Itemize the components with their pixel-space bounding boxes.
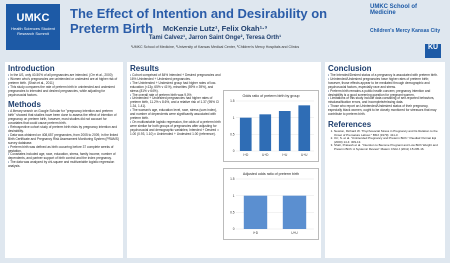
bar bbox=[282, 195, 307, 229]
x-tick-label: U+D bbox=[262, 153, 269, 157]
list-item: Shah, Prakesh et al. "Intention to Becom… bbox=[334, 143, 442, 151]
bullet-list: In the US, only 40-50% of all pregnancie… bbox=[8, 73, 120, 98]
list-item: The Intended/Desired status of a pregnan… bbox=[328, 73, 442, 78]
list-item: Data was obtained on 408,657 pregnancies… bbox=[8, 133, 120, 146]
logo-subtitle: Health Sciences Student Research Summit bbox=[11, 26, 55, 36]
list-item: Unintended/Undesired pregnancies have hi… bbox=[328, 77, 442, 90]
authors: McKenzie Lutz¹, Felix Okah¹·³ bbox=[162, 24, 268, 33]
charts: Odds ratio of preterm birth by group 0 0.5… bbox=[223, 90, 319, 246]
list-item: Limitations of this study include data c… bbox=[328, 97, 442, 105]
left-column: Introduction In the US, only 40-50% of a… bbox=[5, 62, 123, 258]
affiliations: ¹UMKC School of Medicine, ²University of… bbox=[130, 45, 300, 49]
logo-right: KU bbox=[425, 44, 441, 58]
logo-right: UMKC School of Medicine bbox=[370, 4, 417, 16]
bar bbox=[239, 117, 252, 151]
y-tick-label: 1.5 bbox=[230, 99, 235, 103]
list-item: Those who report an Unintended/Undesired… bbox=[328, 104, 442, 117]
logo-title: UMKC bbox=[16, 12, 50, 24]
list-item: The data was analyzed by chi-square and … bbox=[8, 160, 120, 169]
x-tick-label: I+D bbox=[253, 231, 259, 235]
list-item: On multivariable logistic regression, th… bbox=[130, 120, 222, 137]
x-tick-label: U+U bbox=[301, 153, 308, 157]
list-item: Retrospective cohort study of preterm bi… bbox=[8, 125, 120, 134]
y-tick-label: 1 bbox=[233, 194, 235, 198]
list-item: Unintended + Undesired pregnancies had h… bbox=[130, 97, 222, 109]
x-tick-label: U+U bbox=[291, 231, 298, 235]
bar bbox=[243, 195, 268, 229]
y-tick-label: 0 bbox=[233, 227, 235, 231]
list-item: Preterm birth remains a public health co… bbox=[328, 89, 442, 98]
middle-column: Results Cohort comprised of 84% Intended… bbox=[127, 62, 321, 258]
bar bbox=[278, 111, 291, 151]
x-tick-label: I+D bbox=[243, 153, 249, 157]
section-heading: Methods bbox=[8, 100, 41, 110]
x-tick-label: I+U bbox=[282, 153, 288, 157]
bullet-list: A literary search on Google Scholar for … bbox=[8, 110, 120, 169]
title: The Effect of Intention and Desirability… bbox=[70, 6, 328, 36]
y-tick-label: 0.5 bbox=[230, 133, 235, 137]
list-item: This study compares the rate of preterm … bbox=[8, 85, 120, 98]
list-item: In the US, only 40-50% of all pregnancie… bbox=[8, 73, 120, 78]
list-item: Preterm birth was defined as birth occur… bbox=[8, 145, 120, 154]
y-tick-label: 1.5 bbox=[230, 177, 235, 181]
list-item: Newton, Richard W. "Psychosocial Stress … bbox=[334, 129, 442, 137]
list-item: The woman's age, education level, race, … bbox=[130, 108, 222, 121]
bar bbox=[298, 105, 311, 151]
bullet-list: The Intended/Desired status of a pregnan… bbox=[328, 73, 442, 117]
bar bbox=[259, 114, 272, 151]
logo-right: Children's Mercy Kansas City bbox=[370, 28, 441, 34]
reference-list: Newton, Richard W. "Psychosocial Stress … bbox=[328, 129, 442, 152]
y-tick-label: 0 bbox=[233, 149, 235, 153]
section-heading: Conclusion bbox=[328, 64, 372, 73]
y-tick-label: 1 bbox=[233, 116, 235, 120]
list-item: A literary search on Google Scholar for … bbox=[8, 110, 120, 126]
section-heading: Introduction bbox=[8, 64, 55, 73]
section-heading: Results bbox=[130, 64, 159, 73]
list-item: Covariates included age, race, education… bbox=[8, 153, 120, 161]
list-item: Women who's pregnancies are unintended o… bbox=[8, 77, 120, 86]
bullet-list: Cohort comprised of 84% Intended + Desir… bbox=[130, 73, 222, 137]
section-heading: References bbox=[328, 119, 372, 129]
y-tick-label: 0.5 bbox=[230, 211, 235, 215]
list-item: The overall rate of preterm birth was 9.… bbox=[130, 93, 222, 98]
list-item: Cohort comprised of 84% Intended + Desir… bbox=[130, 73, 222, 82]
logo-left: UMKC Health Sciences Student Research Su… bbox=[6, 4, 60, 50]
chart: Odds ratio of preterm birth by group 0 0.5… bbox=[223, 90, 319, 162]
list-item: Orr, S. et al. "Unintended Pregnancy and… bbox=[334, 136, 442, 144]
authors: Tami Calvez¹, Jarron Saint Onge², Teresa… bbox=[148, 35, 282, 41]
chart-title: Adjusted odds ratio of preterm birth bbox=[243, 172, 299, 176]
right-column: Conclusion The Intended/Desired status o… bbox=[325, 62, 445, 258]
chart: Adjusted odds ratio of preterm birth 0 0.5… bbox=[223, 168, 319, 240]
chart-title: Odds ratio of preterm birth by group bbox=[243, 94, 300, 98]
list-item: The Unintended + Undesired group had hig… bbox=[130, 81, 222, 94]
